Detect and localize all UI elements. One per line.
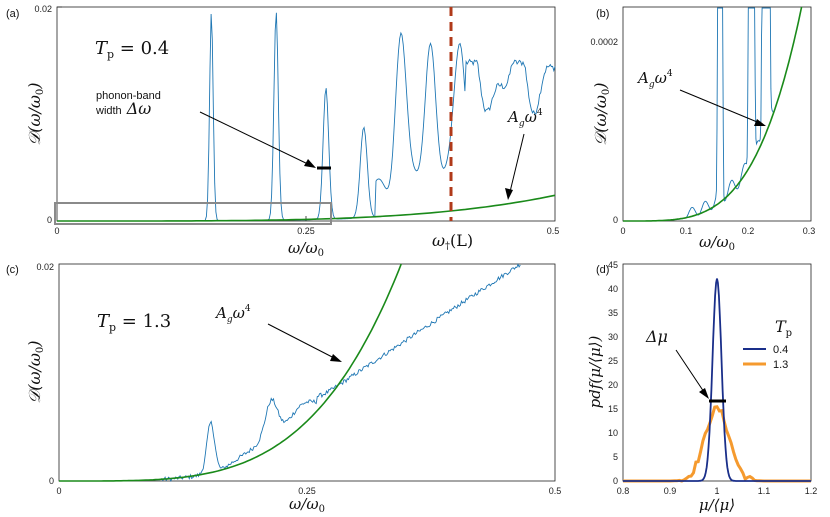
d-ytick-30: 30 <box>608 332 618 342</box>
panel-d-xlabel: μ/⟨μ⟩ <box>699 496 735 514</box>
d-ytick-20: 20 <box>608 380 618 390</box>
legend-label-13: 1.3 <box>773 359 788 371</box>
panel-d-frame <box>622 263 812 482</box>
panel-c-tp: Tp = 1.3 <box>97 311 171 334</box>
d-ytick-35: 35 <box>608 308 618 318</box>
d-xtick-11: 1.1 <box>758 486 771 496</box>
c-ytick-0: 0 <box>49 476 54 486</box>
b-ytick-00002: 0.0002 <box>590 37 618 47</box>
d-ytick-0: 0 <box>613 476 618 486</box>
panel-c-frame <box>58 263 556 482</box>
a-xtick-025: 0.25 <box>297 226 315 236</box>
d-ytick-25: 25 <box>608 356 618 366</box>
b-xtick-01: 0.1 <box>680 226 693 236</box>
panel-a-xlabel: ω/ω0 <box>288 239 324 259</box>
panel-b-frame <box>622 6 812 222</box>
a-xtick-05: 0.5 <box>547 226 560 236</box>
phonon-arrowhead <box>304 159 316 168</box>
panel-b-ylabel: 𝒟(ω/ω0) <box>591 82 612 145</box>
panel-a-ylabel: 𝒟(ω/ω0) <box>25 82 46 145</box>
a-xtick-0: 0 <box>54 226 59 236</box>
c-xtick-0: 0 <box>56 486 61 496</box>
d-ytick-5: 5 <box>613 452 618 462</box>
panel-a-tp: Tp = 0.4 <box>95 38 169 61</box>
d-ytick-45: 45 <box>608 260 618 270</box>
b-xtick-03: 0.3 <box>803 226 816 236</box>
c-xtick-05: 0.5 <box>549 486 562 496</box>
phonon-arrow <box>199 111 313 167</box>
agw4-arrow-b <box>679 89 763 125</box>
d-ytick-15: 15 <box>608 404 618 414</box>
panel-d-series-04 <box>623 278 811 482</box>
b-xtick-0: 0 <box>620 226 625 236</box>
agw4-arrow-a <box>508 133 525 197</box>
legend-label-04: 0.4 <box>773 344 788 356</box>
a-ytick-002: 0.02 <box>34 4 52 14</box>
d-ytick-10: 10 <box>608 428 618 438</box>
a-ytick-0: 0 <box>47 215 52 225</box>
panel-b-ticks: 0 0.1 0.2 0.3 0 0.0002 <box>590 37 815 236</box>
c-ytick-002: 0.02 <box>36 262 54 272</box>
panel-b-agw4: Agω4 <box>636 69 673 90</box>
b-xtick-02: 0.2 <box>742 226 755 236</box>
panel-b-dos-series <box>623 7 774 222</box>
d-xtick-1: 1 <box>714 486 719 496</box>
agw4-arrowhead-a <box>505 188 513 200</box>
b-ytick-0: 0 <box>613 215 618 225</box>
agw4-arrowhead-b <box>754 119 766 126</box>
panel-c-dos-series <box>59 263 521 483</box>
d-xtick-12: 1.2 <box>805 486 818 496</box>
panel-b-label: (b) <box>596 8 609 20</box>
d-ytick-40: 40 <box>608 284 618 294</box>
panel-a-label: (a) <box>6 8 19 20</box>
omega-dagger-label: ω†(L) <box>432 231 473 252</box>
panel-d-series-13 <box>623 405 811 483</box>
panel-b-xlabel: ω/ω0 <box>699 233 735 253</box>
legend-title: Tp <box>775 317 792 339</box>
agw4-arrow-c <box>267 323 339 361</box>
panel-c-label: (c) <box>6 264 19 276</box>
panel-c-agw4: Agω4 <box>214 304 251 325</box>
panel-a-agw4: Agω4 <box>506 108 543 129</box>
panel-c-debye-curve <box>59 263 402 482</box>
delta-mu-arrowhead <box>699 388 709 399</box>
panel-d-ticks: 0.8 0.9 1 1.1 1.2 0 5 10 15 20 25 30 35 … <box>608 260 817 496</box>
panel-c-ticks: 0 0.25 0.5 0 0.02 <box>36 262 561 496</box>
panel-d-ylabel: pdf(μ/⟨μ⟩) <box>586 335 604 408</box>
c-xtick-025: 0.25 <box>298 486 316 496</box>
panel-d-label: (d) <box>596 264 609 276</box>
panel-c-ylabel: 𝒟(ω/ω0) <box>25 340 46 403</box>
delta-mu-label: Δμ <box>645 327 668 346</box>
panel-a-debye-curve <box>57 194 556 222</box>
zoom-box <box>54 202 332 225</box>
phonon-label-1: phonon-band <box>96 90 161 102</box>
panel-b-debye-curve <box>623 6 803 222</box>
panel-c-xlabel: ω/ω0 <box>289 495 325 515</box>
phonon-label-2: width Δω <box>95 99 151 118</box>
d-xtick-08: 0.8 <box>617 486 630 496</box>
agw4-arrowhead-c <box>330 354 342 362</box>
d-xtick-09: 0.9 <box>664 486 677 496</box>
delta-mu-arrow <box>675 349 707 396</box>
